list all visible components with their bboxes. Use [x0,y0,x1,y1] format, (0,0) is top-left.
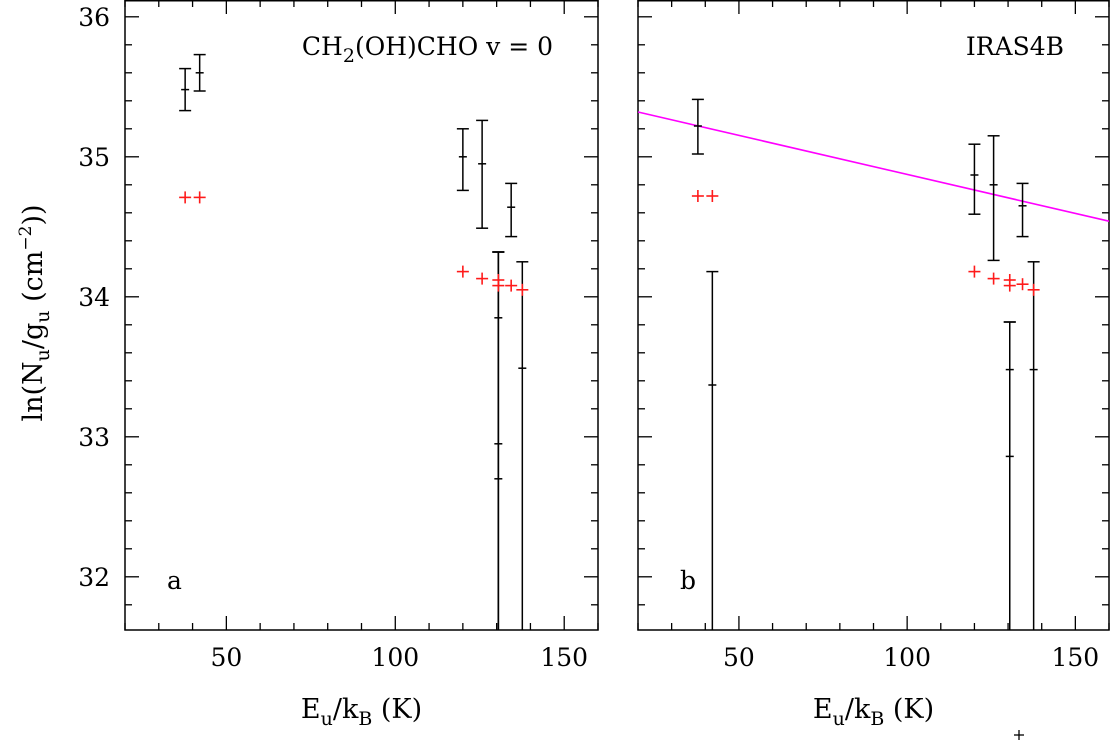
species-annotation: CH2(OH)CHO v = 0 [302,32,553,67]
observed-point [691,98,704,155]
x-axis-label-sub: u [321,708,333,730]
y-axis-label: ln(Nu/gu (cm−2)) [16,204,54,421]
observed-point [476,119,489,229]
observed-point [179,67,192,112]
observed-point [1016,182,1029,238]
x-axis-label-part: E [301,694,321,725]
x-axis-label-sub: B [870,708,884,730]
y-tick-label: 36 [78,3,110,32]
observed-point [193,53,206,92]
plot-frame [637,0,1110,631]
y-axis-label-part: )) [18,204,49,225]
model-point [706,190,719,202]
x-axis-label-part: /k [845,694,871,725]
model-point [1027,283,1040,296]
observed-point [706,270,719,630]
x-axis-label-sub: u [833,708,845,730]
x-axis-label-part: /k [333,694,359,725]
x-axis-label: Eu/kB (K) [813,694,934,730]
observed-point [492,251,505,630]
observed-point [1027,261,1040,630]
model-point [516,283,529,296]
x-axis-label: Eu/kB (K) [301,694,422,730]
x-axis-label-part: E [813,694,833,725]
panel-b: 50 100 150 Eu/kB (K) IRAS4B b [637,0,1110,730]
species-annotation: IRAS4B [966,32,1064,61]
panel-label: a [167,566,182,595]
y-axis-label-sub: u [32,349,54,361]
model-point [476,272,489,285]
model-point [1016,278,1029,291]
x-tick-label: 150 [540,643,588,672]
y-axis-label-sub: u [32,310,54,322]
y-axis-label-part: /g [18,323,49,349]
observed-point [987,135,1000,262]
species-annotation-part: (OH)CHO v = 0 [355,32,553,61]
y-tick-label: 33 [78,423,110,452]
species-annotation-part: CH [302,32,343,61]
model-point [691,190,704,202]
observed-point [456,128,469,192]
y-tick-label: 32 [78,563,110,592]
x-tick-label: 50 [723,643,755,672]
model-point [193,191,206,204]
x-axis-label-sub: B [358,708,372,730]
observed-point [516,261,529,630]
x-tick-label: 50 [210,643,242,672]
x-tick-label: 100 [371,643,419,672]
observed-point [505,182,518,238]
x-tick-label: 150 [1051,643,1099,672]
model-point [987,272,1000,285]
x-tick-label: 100 [883,643,931,672]
model-point [1003,279,1016,292]
y-axis-label-sup: −2 [16,226,36,251]
x-axis-label-part: (K) [372,694,422,725]
y-tick-label: 35 [78,143,110,172]
species-annotation-part: IRAS4B [966,32,1064,61]
model-point [456,265,469,278]
observed-point [968,143,981,215]
y-axis-label-part: (cm [18,251,49,311]
y-tick-label: 34 [78,283,110,312]
y-axis-label-part: ln(N [18,361,49,421]
model-point [492,279,505,292]
panel-label: b [680,566,696,595]
plot-frame [124,0,599,631]
model-point [505,279,518,292]
x-axis-label-part: (K) [884,694,934,725]
observed-point [1003,321,1016,630]
model-point [968,265,981,278]
fit-line [637,111,1110,222]
species-annotation-sub: 2 [343,45,355,67]
model-point [179,191,192,204]
